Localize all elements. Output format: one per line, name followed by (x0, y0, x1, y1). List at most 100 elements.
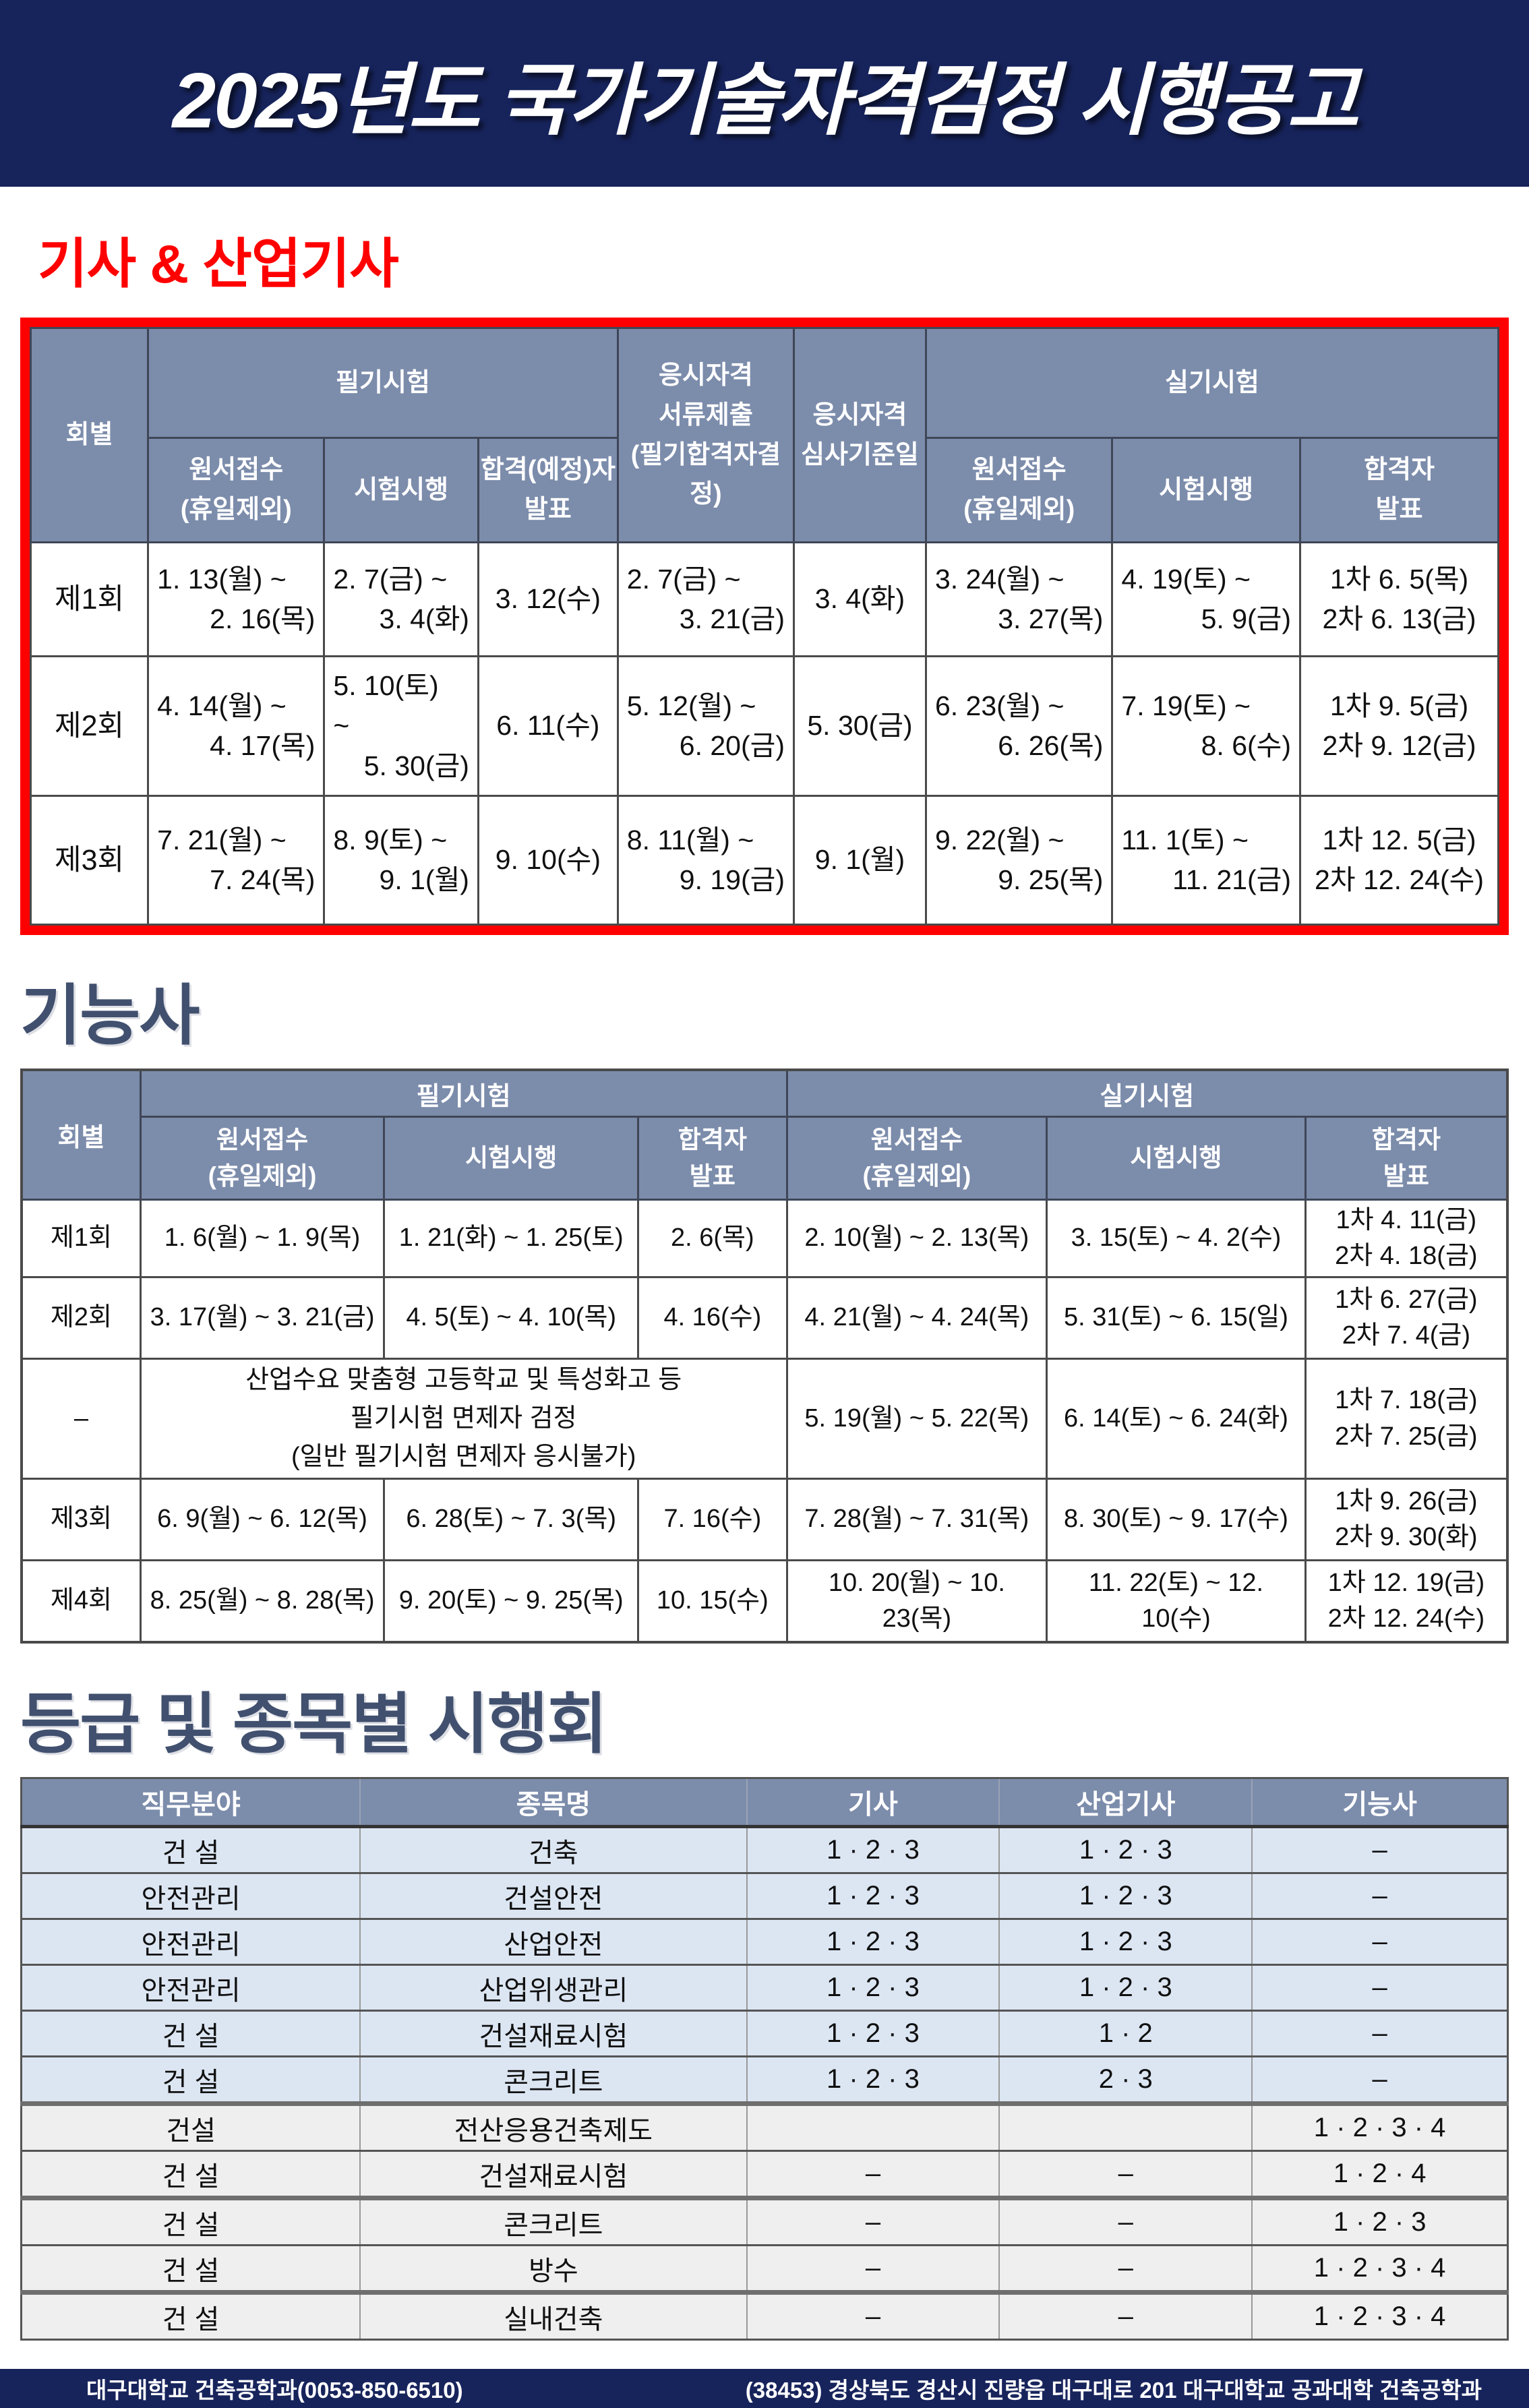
sanup-cell: 1 · 2 · 3 (998, 1826, 1253, 1874)
subject-cell: 산업위생관리 (359, 1964, 748, 2012)
col-header-p-wonseo: 원서접수 (휴일제외) (147, 437, 326, 543)
col-header-p-siheom: 시험시행 (323, 437, 479, 543)
col-header-s-siheom: 시험시행 (1111, 437, 1302, 543)
field-cell: 안전관리 (20, 1919, 361, 1966)
subject-cell: 건설안전 (359, 1873, 748, 1920)
subject-cell: 전산응용건축제도 (359, 2103, 748, 2152)
table-cell: 7. 16(수) (637, 1478, 788, 1561)
table-cell: 1차 12. 19(금) 2차 12. 24(수) (1304, 1559, 1509, 1644)
field-cell: 건 설 (20, 2010, 361, 2057)
table-cell: 7. 21(월) ~7. 24(목) (147, 795, 326, 926)
row-label: 제2회 (29, 655, 150, 797)
table-cell: 3. 4(화) (793, 541, 927, 657)
gisa-cell: – (746, 2198, 1000, 2246)
table-cell: 5. 31(토) ~ 6. 15(일) (1046, 1276, 1307, 1360)
exemption-note-cell: 산업수요 맞춤형 고등학교 및 특성화고 등 필기시험 면제자 검정 (일반 필… (139, 1358, 788, 1480)
gisa-table-red-frame: 회별 필기시험 응시자격 서류제출 (필기합격자결정) 응시자격 심사기준일 실… (20, 318, 1509, 935)
col-header-pilgi: 필기시험 (139, 1068, 788, 1118)
table-row: 건 설 콘크리트 – – 1 · 2 · 3 (20, 2198, 1509, 2246)
table-cell: 3. 17(월) ~ 3. 21(금) (139, 1276, 386, 1360)
sanup-cell: – (998, 2198, 1253, 2246)
table-cell: 2. 10(월) ~ 2. 13(목) (785, 1199, 1048, 1278)
table-cell: 7. 19(토) ~8. 6(수) (1111, 655, 1302, 797)
gineung-cell: 1 · 2 · 3 · 4 (1251, 2245, 1509, 2295)
table-cell: 3. 15(토) ~ 4. 2(수) (1046, 1199, 1307, 1278)
page-title: 2025년도 국가기술자격검정 시행공고 (172, 56, 1359, 144)
col-header-p-balpyo: 합격자 발표 (637, 1116, 788, 1201)
table-cell: 1. 13(월) ~2. 16(목) (147, 541, 326, 657)
table-row-round1: 제1회 1. 13(월) ~2. 16(목) 2. 7(금) ~3. 4(화) … (29, 541, 1499, 657)
table-cell: 4. 19(토) ~5. 9(금) (1111, 541, 1302, 657)
col-header-pilgi: 필기시험 (147, 327, 619, 439)
table-row: 안전관리 건설안전 1 · 2 · 3 1 · 2 · 3 – (20, 1873, 1509, 1920)
sanup-cell: 1 · 2 (998, 2010, 1253, 2057)
table-cell: 5. 10(토) ~5. 30(금) (323, 655, 479, 797)
field-cell: 건 설 (20, 2150, 361, 2200)
col-header-p-wonseo: 원서접수 (휴일제외) (139, 1116, 386, 1201)
table-cell: 4. 14(월) ~4. 17(목) (147, 655, 326, 797)
gisa-cell: 1 · 2 · 3 (746, 1826, 1000, 1874)
row-label: 제1회 (29, 541, 150, 657)
table-cell: 1차 9. 26(금) 2차 9. 30(화) (1304, 1478, 1509, 1561)
table-row-round1: 제1회 1. 6(월) ~ 1. 9(목) 1. 21(화) ~ 1. 25(토… (20, 1199, 1509, 1278)
table-cell: 5. 12(월) ~6. 20(금) (616, 655, 796, 797)
section-title-gineungsa: 기능사 (20, 978, 200, 1052)
table-cell: 4. 16(수) (637, 1276, 788, 1360)
gineung-cell: – (1251, 1919, 1509, 1966)
sanup-cell: 1 · 2 · 3 (998, 1964, 1253, 2012)
subject-cell: 콘크리트 (359, 2056, 748, 2106)
table-row-round2: 제2회 3. 17(월) ~ 3. 21(금) 4. 5(토) ~ 4. 10(… (20, 1276, 1509, 1360)
col-header-s-wonseo: 원서접수 (휴일제외) (924, 437, 1114, 543)
gisa-schedule-table: 회별 필기시험 응시자격 서류제출 (필기합격자결정) 응시자격 심사기준일 실… (29, 327, 1500, 926)
gisa-cell: 1 · 2 · 3 (746, 2010, 1000, 2057)
sanup-cell (998, 2103, 1253, 2152)
gineungsa-header-sub-row: 원서접수 (휴일제외) 시험시행 합격자 발표 원서접수 (휴일제외) 시험시행… (22, 1116, 1509, 1201)
gisa-cell: 1 · 2 · 3 (746, 1919, 1000, 1966)
table-row-round3: 제3회 6. 9(월) ~ 6. 12(목) 6. 28(토) ~ 7. 3(목… (20, 1478, 1509, 1561)
col-header-hoebyeol: 회별 (29, 327, 150, 543)
gineungsa-schedule-table: 회별 필기시험 실기시험 원서접수 (휴일제외) 시험시행 합격자 발표 원서접… (20, 1068, 1509, 1644)
gineung-cell: – (1251, 1873, 1509, 1920)
table-cell: 1. 6(월) ~ 1. 9(목) (139, 1199, 386, 1278)
subject-cell: 콘크리트 (359, 2198, 748, 2246)
table-cell: 11. 1(토) ~11. 21(금) (1111, 795, 1302, 926)
col-header-p-yejeong: 합격(예정)자 발표 (477, 437, 619, 543)
table-row: 건 설 건설재료시험 – – 1 · 2 · 4 (20, 2150, 1509, 2200)
sanup-cell: – (998, 2245, 1253, 2295)
table-cell: 9. 10(수) (477, 795, 619, 926)
gineung-cell: – (1251, 1964, 1509, 2012)
col-header-hoebyeol: 회별 (20, 1068, 142, 1201)
table-cell: 5. 30(금) (793, 655, 927, 797)
table-cell: 1차 12. 5(금) 2차 12. 24(수) (1299, 795, 1499, 926)
table-cell: 6. 23(월) ~6. 26(목) (924, 655, 1114, 797)
table-cell: 10. 15(수) (637, 1559, 788, 1644)
gisa-cell: – (746, 2245, 1000, 2295)
table-cell: 7. 28(월) ~ 7. 31(목) (785, 1478, 1048, 1561)
table-row: 건 설 건축 1 · 2 · 3 1 · 2 · 3 – (20, 1826, 1509, 1874)
gisa-cell: 1 · 2 · 3 (746, 1873, 1000, 1920)
col-header-silgi: 실기시험 (785, 1068, 1509, 1118)
table-row-exemption: – 산업수요 맞춤형 고등학교 및 특성화고 등 필기시험 면제자 검정 (일반… (20, 1358, 1509, 1480)
gisa-cell: 1 · 2 · 3 (746, 2056, 1000, 2106)
table-cell: 6. 14(토) ~ 6. 24(화) (1046, 1358, 1307, 1480)
table-row: 건 설 방수 – – 1 · 2 · 3 · 4 (20, 2245, 1509, 2295)
gisa-cell: 1 · 2 · 3 (746, 1964, 1000, 2012)
field-cell: 건 설 (20, 2056, 361, 2106)
grade-subject-table: 직무분야 종목명 기사 산업기사 기능사 건 설 건축 1 · 2 · 3 1 … (20, 1777, 1509, 2341)
sanup-cell: 2 · 3 (998, 2056, 1253, 2106)
gineung-cell: – (1251, 1826, 1509, 1874)
table-cell: 6. 28(토) ~ 7. 3(목) (383, 1478, 640, 1561)
table-cell: 1차 9. 5(금) 2차 9. 12(금) (1299, 655, 1499, 797)
col-header-p-siheom: 시험시행 (383, 1116, 640, 1201)
table-row: 안전관리 산업위생관리 1 · 2 · 3 1 · 2 · 3 – (20, 1964, 1509, 2012)
sanup-cell: – (998, 2150, 1253, 2200)
gineung-cell: 1 · 2 · 3 · 4 (1251, 2103, 1509, 2152)
table-row-round3: 제3회 7. 21(월) ~7. 24(목) 8. 9(토) ~9. 1(월) … (29, 795, 1499, 926)
table-cell: 6. 11(수) (477, 655, 619, 797)
col-header-field: 직무분야 (20, 1778, 361, 1828)
col-header-silgi: 실기시험 (924, 327, 1500, 439)
table-cell: 1차 6. 27(금) 2차 7. 4(금) (1304, 1276, 1509, 1360)
subject-cell: 방수 (359, 2245, 748, 2295)
col-header-simsa: 응시자격 심사기준일 (793, 327, 927, 543)
table-row: 안전관리 산업안전 1 · 2 · 3 1 · 2 · 3 – (20, 1919, 1509, 1966)
